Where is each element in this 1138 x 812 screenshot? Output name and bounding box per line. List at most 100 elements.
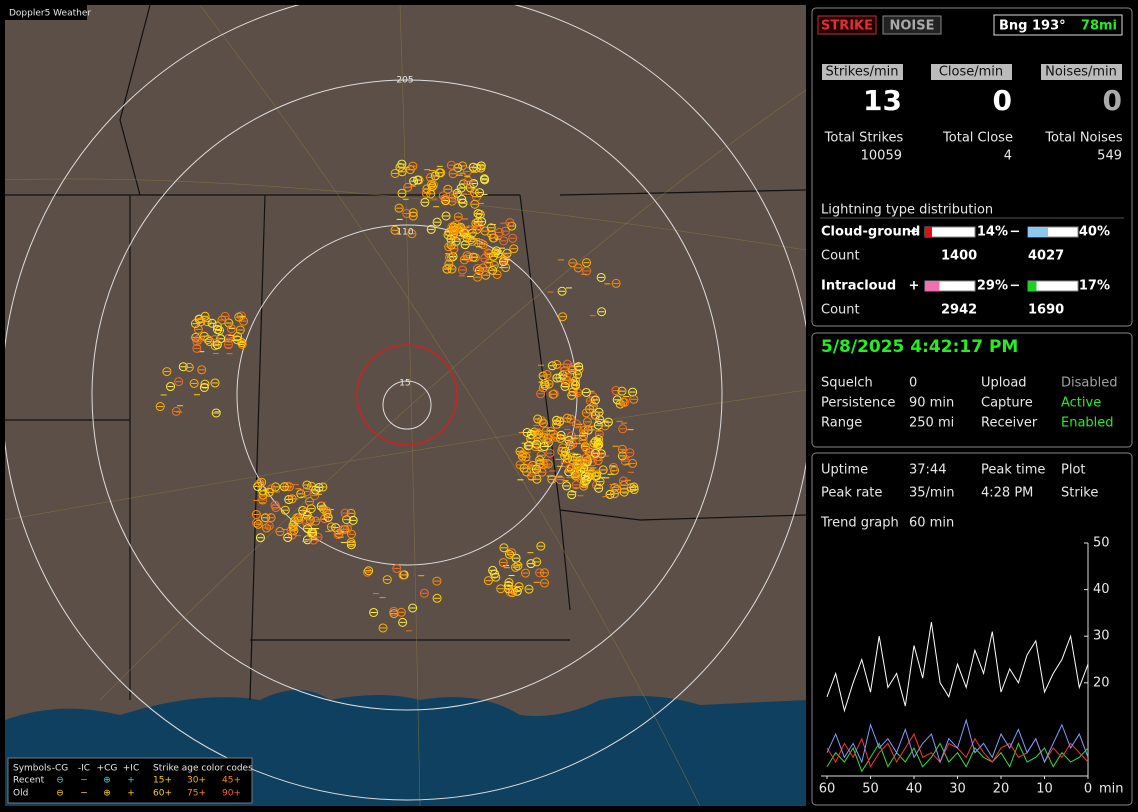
- strike: [565, 463, 575, 473]
- strike: [264, 521, 274, 531]
- strike: [509, 244, 519, 254]
- status-text: Range: [821, 416, 862, 431]
- strike: [333, 530, 343, 540]
- strike: [452, 188, 462, 198]
- strike: [498, 257, 508, 267]
- strike: [483, 576, 493, 586]
- total-label: Total Strikes: [824, 131, 904, 146]
- strike: [382, 575, 392, 585]
- legend-type: -IC: [78, 764, 90, 774]
- strike: [409, 176, 419, 186]
- total-value: 4: [1004, 149, 1012, 164]
- strike: [538, 418, 548, 428]
- strike: [559, 363, 569, 373]
- strike: [302, 518, 312, 528]
- strike: [488, 265, 498, 275]
- strike: [338, 524, 348, 534]
- strike: [605, 489, 615, 499]
- strike: [234, 312, 244, 322]
- bar: [1028, 227, 1048, 237]
- x-tick-label: 10: [1036, 782, 1053, 797]
- strike: [212, 340, 222, 350]
- legend-age: 90+: [222, 789, 241, 799]
- trend-line: [826, 622, 1089, 713]
- legend-symbol: −: [80, 776, 88, 786]
- strike: [420, 197, 430, 207]
- strike: [200, 379, 210, 389]
- strike: [448, 229, 458, 239]
- strike: [545, 448, 555, 458]
- strike: [581, 258, 591, 268]
- strike: [422, 184, 432, 194]
- strike: [593, 420, 603, 430]
- strike: [629, 394, 639, 404]
- strike: [580, 453, 590, 463]
- sign: +: [909, 279, 920, 294]
- legend-age: 30+: [187, 776, 206, 786]
- legend-symbol: −: [80, 789, 88, 799]
- strike: [596, 272, 606, 282]
- strike: [378, 623, 388, 633]
- strike: [511, 562, 521, 572]
- rate-label: Strikes/min: [825, 65, 898, 80]
- strike: [611, 386, 621, 396]
- strike: [571, 461, 581, 471]
- trend-value: 60 min: [909, 516, 954, 531]
- strike: [271, 503, 281, 513]
- count: 2942: [941, 303, 977, 318]
- strike: [174, 377, 184, 387]
- strike-button[interactable]: [817, 15, 877, 35]
- stats-text: Plot: [1061, 463, 1086, 478]
- strike: [257, 477, 267, 487]
- strike: [507, 588, 517, 598]
- strike: [496, 584, 506, 594]
- strike: [480, 253, 490, 263]
- strike: [557, 286, 567, 296]
- strike: [541, 426, 551, 436]
- strike: [472, 264, 482, 274]
- strike: [508, 233, 518, 243]
- x-tick-label: 50: [862, 782, 879, 797]
- strike: [462, 167, 472, 177]
- strike: [562, 481, 572, 491]
- y-tick-label: 50: [1093, 536, 1110, 551]
- strike: [264, 487, 274, 497]
- strike: [558, 312, 568, 322]
- status-text: 90 min: [909, 396, 954, 411]
- strike: [489, 233, 499, 243]
- strike: [500, 226, 510, 236]
- strike: [446, 160, 456, 170]
- strike: [588, 401, 598, 411]
- strike: [560, 446, 570, 456]
- noise-button[interactable]: [882, 15, 942, 35]
- strike: [426, 224, 436, 234]
- strike: [542, 370, 552, 380]
- rate-value: 0: [1103, 84, 1122, 117]
- strike: [192, 337, 202, 347]
- count-label: Count: [821, 249, 860, 264]
- strike: [408, 603, 418, 613]
- stats-text: Uptime: [821, 463, 868, 478]
- strike: [266, 513, 276, 523]
- sign: +: [909, 225, 920, 240]
- strike: [311, 485, 321, 495]
- range-label: 110: [396, 228, 413, 238]
- strike: [524, 584, 534, 594]
- strike: [449, 224, 459, 234]
- strike: [628, 387, 638, 397]
- strike: [546, 434, 556, 444]
- strike: [284, 495, 294, 505]
- strike: [196, 317, 206, 327]
- strike: [590, 395, 600, 405]
- sign: −: [1010, 279, 1021, 294]
- strike: [460, 240, 470, 250]
- strike: [597, 307, 607, 317]
- land: [5, 5, 806, 806]
- count: 1400: [941, 249, 977, 264]
- strike: [560, 381, 570, 391]
- stats-text: Strike: [1061, 486, 1098, 501]
- strike: [571, 480, 581, 490]
- strike: [403, 182, 413, 192]
- bearing: Bng 193°: [999, 19, 1066, 34]
- strike: [283, 533, 293, 543]
